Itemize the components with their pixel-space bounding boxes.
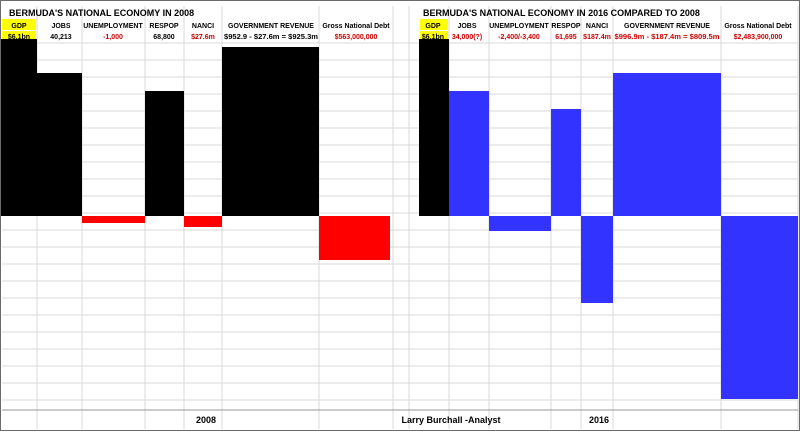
column-header: RESPOP — [551, 23, 581, 30]
gdp-header-highlight — [2, 19, 36, 30]
bar-gross-national-debt — [721, 216, 798, 399]
column-header: NANCI — [192, 23, 214, 30]
column-header: Gross National Debt — [724, 23, 792, 30]
column-header: RESPOP — [149, 23, 179, 30]
value-label: $6.1bn — [8, 34, 30, 41]
column-header: JOBS — [51, 23, 70, 30]
value-label: $27.6m — [191, 34, 215, 41]
column-header: JOBS — [457, 23, 476, 30]
value-label: $952.9 - $27.6m = $925.3m — [224, 34, 318, 41]
column-header: UNEMPLOYMENT — [489, 23, 549, 30]
bar-unemployment — [489, 216, 551, 231]
bars — [1, 19, 798, 399]
bar-unemployment — [82, 216, 145, 223]
bar-gdp — [1, 39, 37, 216]
gdp-header-highlight — [420, 19, 448, 30]
column-header: GDP — [11, 23, 27, 30]
column-header: UNEMPLOYMENT — [83, 23, 143, 30]
bar-nanci — [184, 216, 222, 227]
labels: BERMUDA'S NATIONAL ECONOMY IN 2008 GDP $6.… — [8, 8, 792, 425]
value-label: $2,483,900,000 — [734, 34, 783, 41]
bar-government-revenue — [613, 73, 721, 216]
value-label: 34,000(?) — [452, 34, 482, 41]
footer-credit: Larry Burchall -Analyst — [401, 415, 500, 425]
bar-nanci — [581, 216, 613, 303]
bar-gdp — [419, 39, 449, 216]
bar-jobs — [449, 91, 489, 216]
column-header: Gross National Debt — [322, 23, 390, 30]
column-header: GDP — [425, 23, 441, 30]
bar-respop — [551, 109, 581, 216]
footer-year-2016: 2016 — [589, 415, 609, 425]
chart-title: BERMUDA'S NATIONAL ECONOMY IN 2016 COMPA… — [423, 8, 700, 18]
value-label: -2,400/-3,400 — [498, 34, 540, 41]
value-label: $996.9m - $187.4m = $809.5m — [615, 34, 720, 41]
footer-year-2008: 2008 — [196, 415, 216, 425]
column-header: GOVERNMENT REVENUE — [624, 23, 710, 30]
column-header: NANCI — [586, 23, 608, 30]
bar-respop — [145, 91, 184, 216]
value-label: $563,000,000 — [335, 34, 378, 41]
chart-title: BERMUDA'S NATIONAL ECONOMY IN 2008 — [9, 8, 194, 18]
gdp-value-highlight — [2, 31, 36, 41]
value-label: 40,213 — [50, 34, 72, 41]
value-label: $6.1bn — [422, 34, 444, 41]
value-label: $187.4m — [583, 34, 611, 41]
bar-government-revenue — [222, 47, 319, 216]
value-label: 61,695 — [555, 34, 577, 41]
value-label: 68,800 — [153, 34, 175, 41]
value-label: -1,000 — [103, 34, 123, 41]
bar-jobs — [37, 73, 82, 216]
column-header: GOVERNMENT REVENUE — [228, 23, 314, 30]
bar-gross-national-debt — [319, 216, 390, 260]
gdp-value-highlight — [420, 31, 448, 41]
